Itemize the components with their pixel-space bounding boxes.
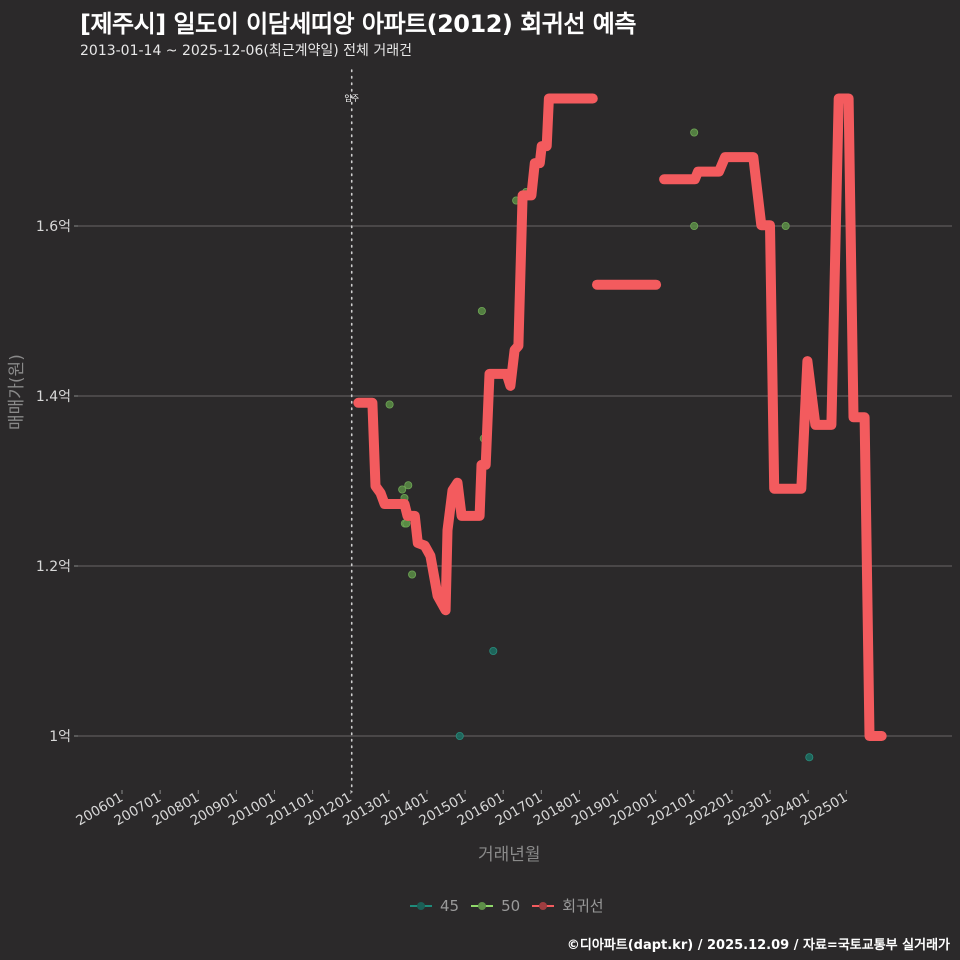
- chart-subtitle: 2013-01-14 ~ 2025-12-06(최근계약일) 전체 거래건: [80, 43, 412, 59]
- legend-label-45: 45: [440, 896, 460, 915]
- data-point-50[interactable]: [690, 221, 699, 230]
- data-point-45[interactable]: [455, 732, 464, 741]
- data-point-45[interactable]: [489, 647, 498, 656]
- legend-key-regression-icon: [532, 900, 555, 912]
- legend-key-50-icon: [471, 900, 494, 912]
- source-credit: ©디아파트(dapt.kr) / 2025.12.09 / 자료=국토교통부 실…: [566, 938, 950, 953]
- x-axis-label: 거래년월: [478, 845, 541, 865]
- legend-item-50[interactable]: 50: [471, 897, 520, 915]
- data-point-50[interactable]: [385, 400, 394, 409]
- y-tick-label: 1.2억: [36, 559, 71, 575]
- legend-item-regression[interactable]: 회귀선: [532, 895, 604, 916]
- legend-item-45[interactable]: 45: [410, 897, 459, 915]
- regression-line[interactable]: [659, 93, 887, 741]
- y-tick-label: 1.6억: [36, 219, 71, 235]
- data-point-50[interactable]: [781, 221, 790, 230]
- data-point-50[interactable]: [408, 570, 417, 579]
- y-tick-label: 1억: [49, 729, 71, 745]
- chart-legend: 45 50 회귀선: [410, 895, 608, 916]
- data-point-50[interactable]: [690, 128, 699, 137]
- data-point-45[interactable]: [805, 753, 814, 762]
- data-point-50[interactable]: [398, 485, 407, 494]
- legend-key-45-icon: [410, 900, 432, 912]
- move-in-marker-label: 입주: [344, 94, 359, 103]
- regression-line[interactable]: [353, 93, 598, 616]
- chart-title: [제주시] 일도이 이담세띠앙 아파트(2012) 회귀선 예측: [80, 10, 636, 38]
- data-point-50[interactable]: [477, 306, 486, 315]
- y-axis-label: 매매가(원): [7, 354, 27, 430]
- legend-label-regression: 회귀선: [562, 897, 604, 915]
- data-point-50[interactable]: [404, 481, 413, 490]
- legend-label-50: 50: [501, 896, 521, 915]
- y-tick-label: 1.4억: [36, 389, 71, 405]
- data-point-50[interactable]: [402, 519, 411, 528]
